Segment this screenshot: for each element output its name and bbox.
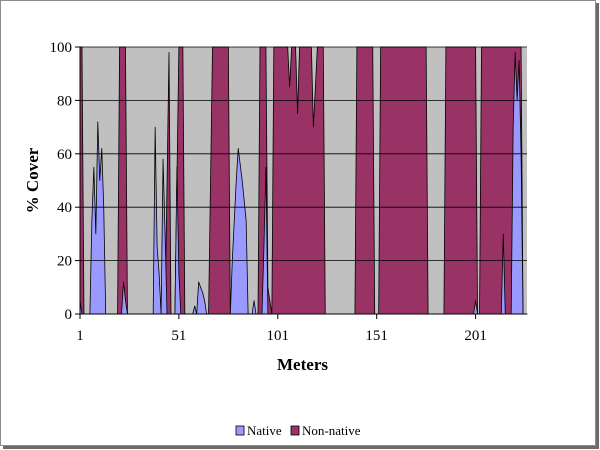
axes: [79, 47, 527, 315]
y-tick-label: 40: [57, 200, 72, 216]
y-tick-label: 60: [57, 147, 72, 163]
y-tick-label: 100: [50, 40, 73, 56]
y-axis-title: % Cover: [23, 147, 42, 213]
legend: Native Non-native: [235, 423, 361, 438]
gridlines: [80, 46, 527, 262]
legend-swatch-non-native: [290, 425, 300, 436]
legend-label-non-native: Non-native: [302, 423, 361, 438]
x-tick-label: 201: [464, 328, 487, 344]
legend-swatch-native: [235, 425, 245, 436]
x-tick-labels: 1 51 101 151 201: [76, 314, 487, 344]
legend-label-native: Native: [247, 423, 282, 438]
x-tick-label: 51: [171, 328, 186, 344]
y-tick-label: 0: [65, 307, 73, 323]
area-native: [79, 51, 528, 315]
x-axis-title: Meters: [277, 355, 328, 374]
y-tick-label: 20: [57, 254, 72, 270]
y-tick-labels: 0 20 40 60 80 100: [50, 40, 80, 323]
y-tick-label: 80: [57, 93, 72, 109]
x-tick-label: 1: [76, 328, 84, 344]
x-tick-label: 151: [365, 328, 388, 344]
x-tick-label: 101: [267, 328, 290, 344]
